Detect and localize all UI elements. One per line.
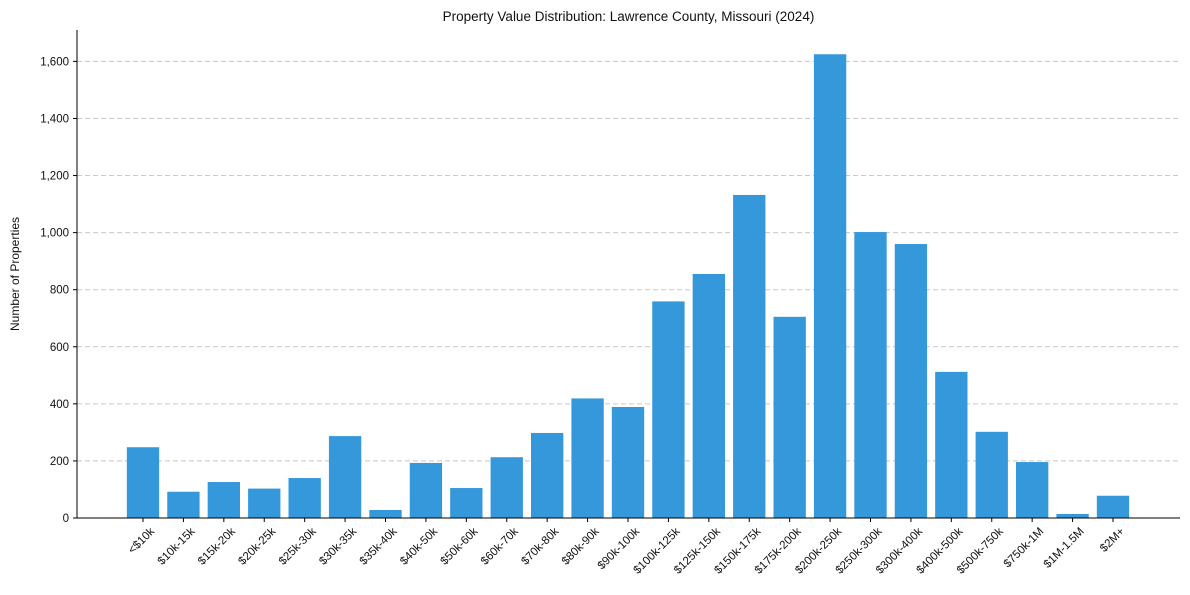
bar [935,371,968,518]
bar [975,431,1008,518]
y-tick-label: 0 [63,513,69,525]
bar [328,436,362,518]
bar [1096,495,1130,518]
bar [369,510,402,518]
bar [571,398,604,518]
x-tick-label: $30k-35k [317,525,359,567]
bar [1016,462,1049,518]
y-tick-label: 400 [50,399,69,411]
bar [733,194,766,518]
chart-title: Property Value Distribution: Lawrence Co… [443,9,815,24]
y-tick-label: 1,600 [40,56,69,68]
x-tick-label: $70k-80k [519,525,561,567]
x-tick-label: <$10k [126,525,157,556]
bar [773,316,806,518]
bar [490,457,523,518]
bar [813,54,847,518]
x-tick-label: $750k-1M [1002,526,1047,571]
bar [1056,514,1089,518]
x-tick-label: $15k-20k [196,525,238,567]
x-ticks: <$10k$10k-15k$15k-20k$20k-25k$25k-30k$30… [126,518,1127,577]
y-tick-label: 200 [50,456,69,468]
bar [409,462,443,518]
bar [207,482,240,518]
y-ticks: 0 200 400 600 800 1,000 1,200 1,400 1,600 [40,56,77,525]
bar [167,491,200,518]
bar [450,488,483,518]
y-tick-label: 1,000 [40,228,69,240]
bar [854,232,887,518]
y-axis-title: Number of Properties [8,217,22,331]
x-tick-label: $25k-30k [277,525,319,567]
bar [652,301,685,518]
bar [288,478,321,518]
y-tick-label: 1,200 [40,171,69,183]
x-tick-label: $1M-1.5M [1042,526,1087,571]
x-tick-label: $50k-60k [439,525,481,567]
bar [894,244,928,518]
x-tick-label: $20k-25k [236,525,278,567]
x-tick-label: $40k-50k [398,525,440,567]
x-tick-label: $10k-15k [156,525,198,567]
x-tick-label: $35k-40k [358,525,400,567]
y-tick-label: 1,400 [40,113,69,125]
bar [692,274,725,518]
x-tick-label: $80k-90k [560,525,602,567]
y-tick-label: 600 [50,342,69,354]
bar [531,432,564,518]
bar [126,447,160,518]
bar [611,406,645,518]
y-tick-label: 800 [50,285,69,297]
bar [248,488,281,518]
gridlines [77,60,1180,462]
bars [126,54,1130,518]
x-tick-label: $60k-70k [479,525,521,567]
x-tick-label: $2M+ [1098,525,1127,554]
